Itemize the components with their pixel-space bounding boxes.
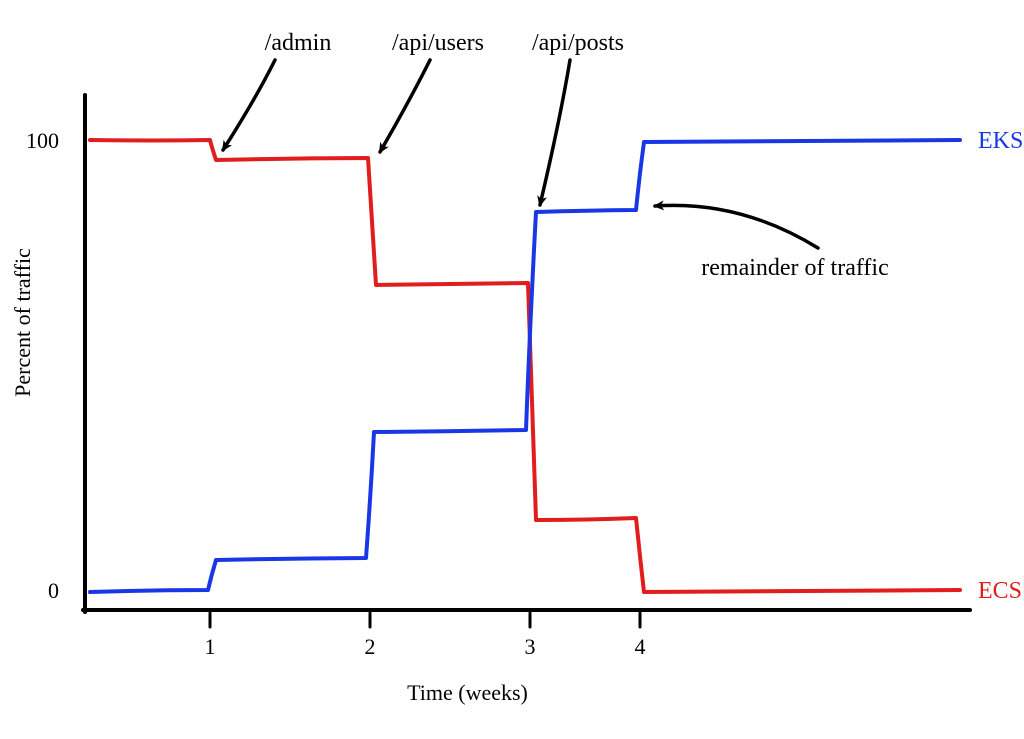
annotation-arrow-admin bbox=[223, 60, 275, 150]
annotation-label-admin: /admin bbox=[265, 30, 332, 56]
x-axis-title: Time (weeks) bbox=[407, 680, 528, 705]
annotations: /admin/api/users/api/posts remainder of t… bbox=[223, 30, 889, 281]
annotation-arrow-api-users bbox=[380, 60, 430, 152]
eks-label: EKS bbox=[978, 128, 1023, 154]
axis-ticks: 0 100 1 2 3 4 bbox=[26, 128, 646, 659]
x-tick-label: 1 bbox=[205, 634, 216, 659]
ecs-line bbox=[90, 140, 960, 592]
axis-titles: Time (weeks) Percent of traffic bbox=[10, 248, 528, 705]
annotation-label-remainder: remainder of traffic bbox=[701, 255, 888, 281]
eks-line bbox=[90, 140, 960, 592]
series-labels: ECS EKS bbox=[978, 128, 1023, 604]
x-tick-label: 3 bbox=[525, 634, 536, 659]
series-lines bbox=[90, 140, 960, 592]
annotation-label-api-users: /api/users bbox=[392, 30, 484, 56]
y-tick-label: 0 bbox=[48, 578, 59, 603]
x-tick-label: 4 bbox=[635, 634, 646, 659]
ecs-label: ECS bbox=[978, 578, 1022, 604]
x-tick-label: 2 bbox=[365, 634, 376, 659]
y-axis-title: Percent of traffic bbox=[10, 248, 35, 397]
traffic-migration-chart: 0 100 1 2 3 4 ECS EKS /admin/api/users/api/pos… bbox=[0, 0, 1024, 739]
annotation-label-api-posts: /api/posts bbox=[532, 30, 624, 56]
y-tick-label: 100 bbox=[26, 128, 59, 153]
annotation-arrow-remainder bbox=[655, 205, 818, 248]
chart-container: 0 100 1 2 3 4 ECS EKS /admin/api/users/api/pos… bbox=[0, 0, 1024, 739]
axes bbox=[83, 95, 970, 612]
annotation-arrow-api-posts bbox=[540, 60, 570, 205]
